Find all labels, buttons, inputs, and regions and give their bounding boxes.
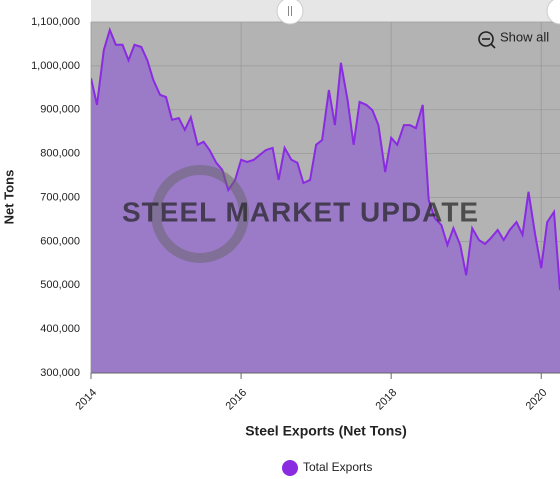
legend[interactable]: Total Exports	[282, 460, 372, 476]
y-tick-label: 1,000,000	[31, 60, 80, 72]
legend-swatch	[282, 460, 298, 476]
zoom-icon	[490, 43, 496, 49]
y-tick-label: 600,000	[40, 235, 80, 247]
x-axis-label: Steel Exports (Net Tons)	[245, 423, 407, 439]
y-tick-label: 700,000	[40, 191, 80, 203]
area	[91, 29, 560, 373]
button-label[interactable]: Show all	[500, 29, 549, 44]
line	[91, 26, 560, 291]
legend-label: Total Exports	[303, 460, 372, 474]
navigator-handle[interactable]	[276, 0, 304, 25]
y-axis-label: Net Tons	[1, 170, 16, 225]
y-tick-label: 1,100,000	[31, 16, 80, 28]
y-tick-label: 300,000	[40, 367, 80, 379]
watermark: STEEL MARKET UPDATE	[122, 196, 479, 227]
y-tick-label: 800,000	[40, 148, 80, 160]
y-tick-label: 400,000	[40, 323, 80, 335]
y-tick-label: 500,000	[40, 279, 80, 291]
x-tick-label: 2014	[73, 387, 99, 413]
zoom-icon	[478, 31, 494, 47]
show-all-button[interactable]: Show all	[478, 29, 549, 49]
x-tick-label: 2020	[524, 387, 550, 413]
x-tick-label: 2018	[374, 387, 400, 413]
navigator	[91, 0, 560, 22]
watermark-logo	[151, 165, 249, 263]
navigator-handle[interactable]	[546, 0, 560, 25]
marks	[91, 26, 560, 373]
y-tick-label: 900,000	[40, 104, 80, 116]
x-tick-label: 2016	[223, 387, 249, 413]
